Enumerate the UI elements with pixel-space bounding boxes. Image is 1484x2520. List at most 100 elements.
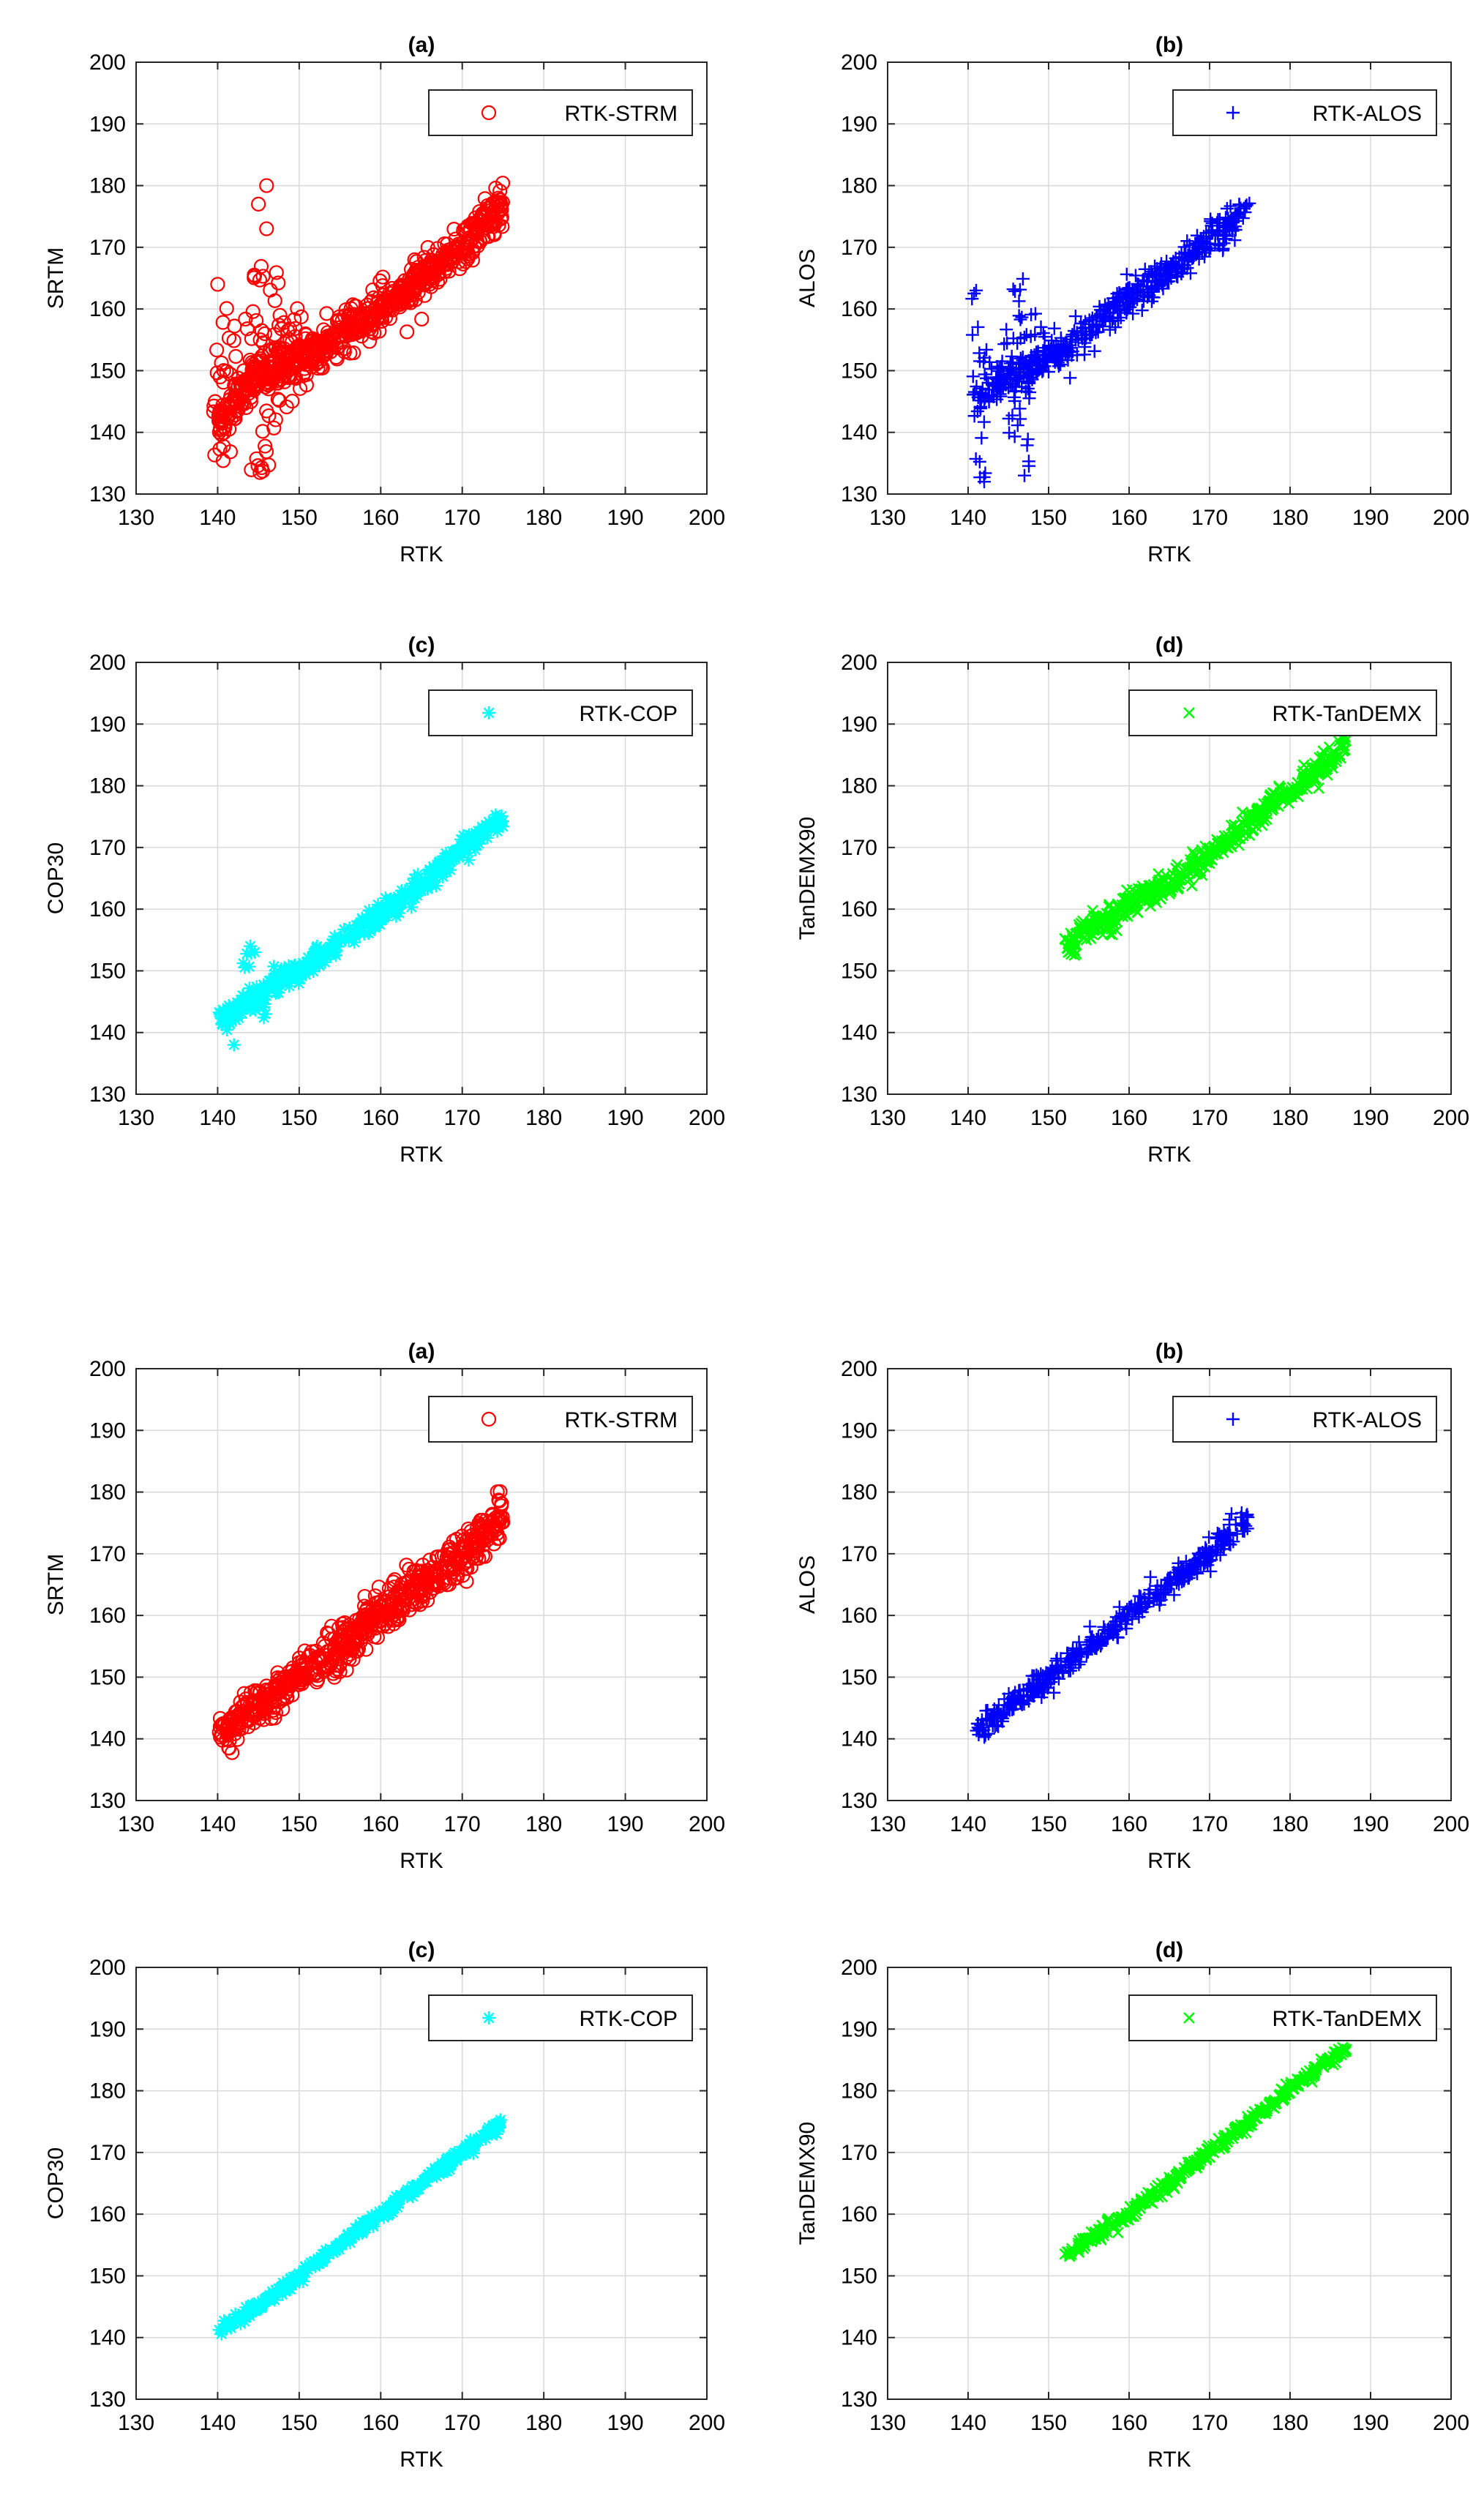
data-point — [255, 463, 271, 479]
data-point — [228, 348, 244, 364]
x-tick-label: 150 — [281, 1812, 318, 1836]
legend-label: RTK-ALOS — [1313, 1408, 1423, 1432]
data-point — [259, 989, 273, 1003]
data-point — [1041, 355, 1054, 369]
data-point — [1082, 2235, 1095, 2247]
y-tick-label: 200 — [89, 51, 126, 75]
data-point — [391, 890, 405, 904]
outlier-point — [259, 221, 274, 236]
data-point — [1204, 1564, 1218, 1578]
data-point — [318, 955, 331, 969]
y-tick-label: 130 — [89, 1789, 126, 1813]
data-point — [214, 355, 229, 370]
data-point — [220, 1725, 235, 1741]
data-point — [1245, 2115, 1257, 2127]
data-point — [304, 2257, 318, 2270]
data-point — [215, 1017, 229, 1031]
data-point — [289, 340, 304, 355]
y-tick-label: 170 — [841, 236, 877, 260]
data-point — [223, 388, 239, 404]
data-point — [258, 438, 273, 454]
data-point — [280, 973, 294, 987]
data-point — [1142, 288, 1156, 302]
y-tick-label: 200 — [89, 1956, 126, 1980]
x-tick-label: 130 — [869, 1812, 906, 1836]
data-point — [1232, 2123, 1244, 2136]
data-point — [216, 2322, 230, 2336]
data-point — [337, 922, 351, 936]
legend-marker — [481, 105, 497, 121]
data-point — [970, 380, 983, 394]
x-tick-label: 150 — [1030, 1106, 1067, 1130]
x-tick-label: 200 — [689, 1812, 725, 1836]
y-tick-label: 140 — [841, 1727, 877, 1751]
data-point — [1042, 365, 1055, 379]
data-point — [334, 930, 348, 944]
legend-label: RTK-STRM — [565, 102, 678, 126]
data-point — [452, 849, 466, 863]
x-tick-label: 200 — [1433, 506, 1469, 530]
data-point — [1166, 881, 1179, 894]
x-tick-label: 180 — [1272, 1812, 1308, 1836]
data-point — [318, 2247, 331, 2261]
data-point — [1308, 2065, 1321, 2078]
y-tick-label: 180 — [89, 174, 126, 198]
data-point — [1200, 1547, 1214, 1561]
data-point — [1113, 287, 1127, 301]
data-point — [277, 966, 291, 980]
data-point — [1111, 924, 1123, 937]
legend-marker — [1226, 1413, 1240, 1426]
data-point — [321, 1626, 337, 1642]
data-point — [1158, 269, 1172, 283]
data-point — [437, 263, 452, 280]
y-tick-label: 200 — [841, 1357, 877, 1381]
data-point — [264, 371, 280, 386]
data-point — [315, 1653, 331, 1669]
data-points — [965, 196, 1256, 489]
data-point — [1120, 267, 1133, 281]
data-point — [480, 831, 494, 845]
y-tick-label: 200 — [841, 51, 877, 75]
data-point — [1297, 2074, 1309, 2086]
data-point — [289, 351, 305, 367]
data-point — [1194, 231, 1208, 245]
data-point — [990, 385, 1004, 399]
data-point — [1073, 1645, 1087, 1659]
x-tick-label: 190 — [607, 1106, 644, 1130]
data-point — [1123, 1601, 1136, 1615]
data-point — [310, 952, 324, 966]
data-point — [373, 918, 387, 932]
data-point — [450, 2150, 464, 2164]
data-point — [1246, 823, 1259, 836]
y-tick-label: 160 — [89, 1604, 126, 1628]
data-point — [1115, 2211, 1127, 2223]
data-point — [415, 268, 430, 283]
data-point — [1202, 2144, 1214, 2156]
data-point — [377, 2206, 391, 2220]
data-point — [489, 808, 503, 822]
data-point — [213, 413, 229, 428]
data-point — [1221, 212, 1235, 225]
data-point — [458, 239, 473, 255]
data-point — [1219, 839, 1232, 851]
x-tick-label: 140 — [950, 506, 986, 530]
data-point — [1011, 419, 1024, 433]
data-point — [1173, 2172, 1185, 2184]
data-point — [1157, 1586, 1171, 1600]
data-point — [494, 1514, 509, 1530]
legend: RTK-TanDEMX — [1128, 689, 1437, 736]
data-point — [219, 301, 234, 316]
data-point — [426, 865, 440, 879]
legend-box — [1128, 689, 1437, 736]
data-point — [215, 453, 231, 468]
data-point — [1109, 295, 1123, 309]
data-point — [1190, 859, 1202, 872]
data-point — [352, 1612, 367, 1627]
data-point — [392, 280, 408, 295]
data-point — [1101, 298, 1115, 312]
y-tick-label: 190 — [89, 1418, 126, 1443]
data-point — [1323, 741, 1335, 753]
data-point — [217, 2317, 231, 2331]
data-point — [1180, 261, 1194, 275]
